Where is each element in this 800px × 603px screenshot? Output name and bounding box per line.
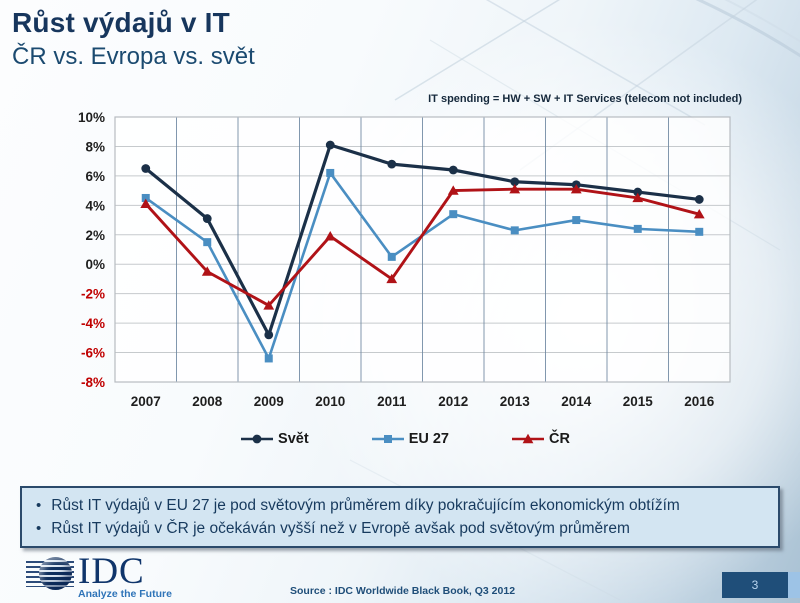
legend-label: ČR	[549, 431, 570, 447]
data-point-square	[264, 354, 273, 363]
idc-logo-tagline: Analyze the Future	[78, 588, 172, 600]
y-tick-label: -8%	[81, 375, 105, 390]
x-tick-label: 2016	[684, 394, 715, 409]
y-tick-label: 8%	[85, 139, 105, 154]
legend-triangle-icon	[512, 433, 544, 444]
plot-border	[114, 116, 731, 383]
x-tick-label: 2013	[500, 394, 531, 409]
page-number: 3	[751, 578, 759, 592]
data-point-triangle	[263, 300, 275, 310]
data-point-square	[387, 252, 396, 261]
chart-annotation: IT spending = HW + SW + IT Services (tel…	[428, 93, 742, 105]
callout-bullet-text: Růst IT výdajů v EU 27 je pod světovým p…	[51, 497, 680, 514]
y-tick-label: -4%	[81, 316, 105, 331]
data-point-square	[141, 193, 150, 202]
callout-list: • Růst IT výdajů v EU 27 je pod světovým…	[36, 494, 764, 540]
data-point-circle	[202, 214, 212, 223]
data-point-triangle	[632, 192, 644, 203]
x-tick-label: 2008	[192, 394, 223, 409]
x-tick-label: 2007	[131, 394, 161, 409]
legend-item-0: Svět	[240, 431, 309, 447]
callout-bullet-text: Růst IT výdajů v ČR je očekáván vyšší ne…	[51, 520, 630, 537]
x-tick-label: 2009	[254, 394, 284, 409]
legend-square-icon	[371, 435, 404, 443]
data-point-triangle	[140, 198, 152, 209]
callout-bullet: • Růst IT výdajů v EU 27 je pod světovým…	[36, 494, 764, 517]
data-point-square	[326, 168, 335, 177]
y-tick-label: -2%	[81, 287, 105, 302]
x-tick-label: 2014	[561, 394, 592, 409]
data-point-triangle	[693, 208, 705, 219]
source-text: Source : IDC Worldwide Black Book, Q3 20…	[290, 585, 516, 597]
data-point-circle	[264, 330, 274, 340]
data-point-square	[510, 226, 519, 235]
y-tick-label: 0%	[85, 257, 105, 272]
data-point-circle	[141, 164, 151, 173]
data-point-triangle	[201, 266, 213, 276]
chart: IT spending = HW + SW + IT Services (tel…	[55, 93, 755, 460]
footer: IDC Analyze the Future Source : IDC Worl…	[0, 553, 800, 603]
data-point-circle	[387, 159, 397, 169]
data-point-square	[633, 224, 642, 233]
idc-logo-text-block: IDC Analyze the Future	[78, 551, 172, 600]
page-subtitle: ČR vs. Evropa vs. svět	[12, 43, 255, 70]
data-point-square	[203, 238, 212, 247]
legend-label: EU 27	[408, 431, 449, 447]
page-number-accent	[788, 572, 800, 598]
callout-box: • Růst IT výdajů v EU 27 je pod světovým…	[20, 486, 780, 548]
data-point-triangle	[447, 185, 459, 195]
header: Růst výdajů v IT ČR vs. Evropa vs. svět	[12, 6, 255, 72]
y-tick-label: 4%	[85, 198, 105, 213]
legend-item-2: ČR	[511, 431, 570, 447]
page-title: Růst výdajů v IT	[12, 7, 230, 38]
bullet-icon: •	[36, 520, 42, 537]
data-point-triangle	[324, 231, 336, 241]
series-line-0	[144, 143, 701, 337]
data-point-circle	[510, 177, 520, 187]
legend-item-1: EU 27	[371, 431, 449, 447]
data-point-triangle	[509, 183, 521, 194]
y-tick-label: -6%	[81, 346, 105, 361]
data-point-square	[572, 216, 581, 225]
x-tick-label: 2012	[438, 394, 468, 409]
callout-bullet: • Růst IT výdajů v ČR je očekáván vyšší …	[36, 517, 764, 540]
y-tick-label: 10%	[78, 110, 105, 125]
y-tick-label: 2%	[85, 228, 105, 243]
data-point-circle	[448, 165, 458, 175]
chart-svg: 10% 8% 6% 4% 2% 0% -2% -4% -6% -8% 2007 2008 2009 201…	[78, 110, 731, 409]
data-point-triangle	[522, 433, 534, 444]
data-point-triangle	[570, 183, 582, 194]
data-point-triangle	[386, 273, 398, 284]
data-point-circle	[633, 187, 643, 197]
globe-wireframe-line	[394, 0, 561, 101]
legend-label: Svět	[278, 431, 309, 447]
data-point-circle	[252, 434, 262, 444]
x-tick-label: 2011	[377, 394, 407, 409]
bullet-icon: •	[36, 497, 42, 514]
idc-globe-icon	[26, 556, 74, 592]
data-point-square	[449, 210, 458, 219]
legend-circle-icon	[241, 434, 274, 444]
y-tick-label: 6%	[85, 169, 105, 184]
x-tick-label: 2010	[315, 394, 345, 409]
data-point-square	[695, 227, 704, 236]
data-point-circle	[325, 140, 335, 150]
x-tick-label: 2015	[623, 394, 654, 409]
chart-legend: Svět EU 27 ČR	[55, 431, 755, 447]
page-number-box: 3	[722, 572, 788, 598]
idc-logo-text: IDC	[78, 551, 145, 592]
idc-logo: IDC Analyze the Future	[26, 551, 172, 600]
series-line-2	[144, 187, 701, 307]
idc-sphere-icon	[39, 557, 72, 590]
data-point-square	[383, 435, 392, 443]
data-point-circle	[694, 195, 704, 204]
